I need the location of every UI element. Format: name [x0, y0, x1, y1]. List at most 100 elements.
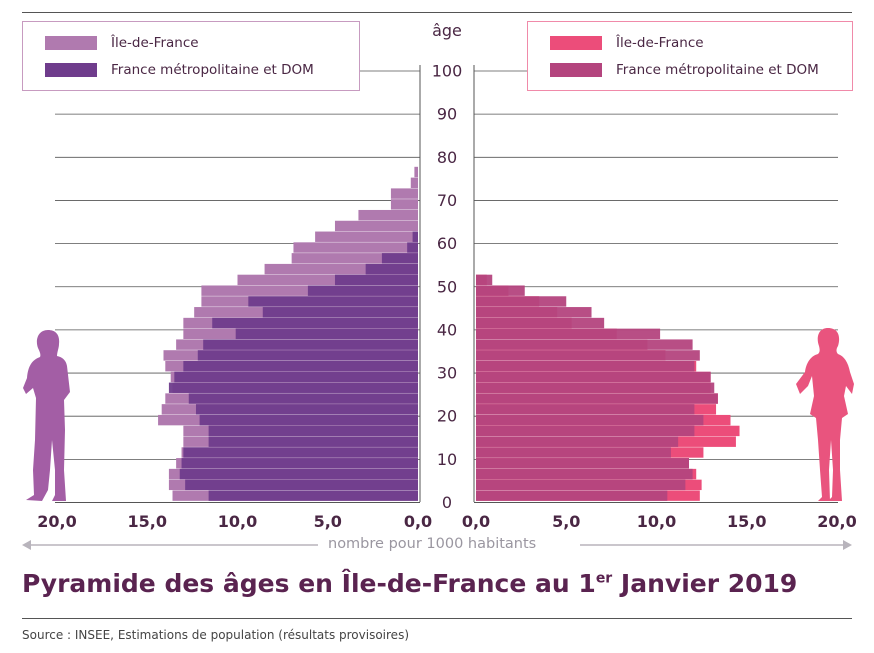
legend-item-women-fr: France métropolitaine et DOM [550, 62, 819, 78]
x-tick-label-left: 5,0 [314, 512, 342, 531]
bar-men-fr [183, 360, 418, 372]
bar-women-fr [476, 404, 695, 415]
source-note: Source : INSEE, Estimations de populatio… [22, 628, 409, 642]
caption-arrow-head-right [843, 540, 852, 550]
bar-men-fr [188, 393, 418, 404]
legend-label-men-fr: France métropolitaine et DOM [111, 62, 314, 78]
legend-women: Île-de-France France métropolitaine et D… [527, 21, 853, 91]
x-tick-label-right: 0,0 [462, 512, 490, 531]
bar-women-fr [476, 285, 525, 296]
bar-women-fr [476, 371, 711, 383]
bar-women-fr [476, 425, 695, 437]
bar-men-fr [168, 382, 418, 393]
x-tick-label-right: 10,0 [637, 512, 676, 531]
bar-women-fr [476, 468, 693, 480]
title-main: Pyramide des âges en Île-de-France au 1 [22, 569, 596, 598]
x-axis-caption: nombre pour 1000 habitants [328, 536, 537, 552]
x-tick-label-right: 15,0 [727, 512, 766, 531]
bottom-separator [22, 618, 852, 619]
bar-men-fr [212, 317, 418, 329]
x-tick-label-left: 20,0 [37, 512, 76, 531]
bar-men-fr [185, 479, 418, 491]
bar-women-fr [476, 360, 695, 372]
bar-men-idf [315, 231, 418, 242]
bar-men-idf [358, 209, 418, 221]
legend-item-women-idf: Île-de-France [550, 35, 704, 51]
bar-women-fr [476, 274, 493, 286]
bar-men-idf [291, 253, 418, 264]
age-tick-label: 50 [437, 277, 457, 296]
bar-men-idf [390, 188, 418, 199]
bar-men-fr [208, 436, 418, 447]
bar-men-fr [412, 231, 418, 242]
bar-men-fr [197, 350, 418, 361]
bar-women-fr [476, 490, 668, 501]
bar-men-idf [410, 177, 418, 189]
age-tick-label: 30 [437, 364, 457, 383]
x-tick-label-left: 15,0 [128, 512, 167, 531]
bar-men-idf [390, 199, 418, 210]
bar-men-fr [183, 447, 418, 458]
title-end: Janvier 2019 [612, 569, 798, 598]
male-silhouette-icon [23, 330, 70, 501]
bar-women-fr [476, 317, 605, 329]
age-tick-label: 70 [437, 191, 457, 210]
female-silhouette-icon [796, 328, 854, 501]
bar-women-fr [476, 296, 567, 307]
age-tick-label: 100 [432, 62, 463, 81]
bar-men-fr [174, 371, 418, 383]
legend-item-men-fr: France métropolitaine et DOM [45, 62, 314, 78]
title-sup: er [595, 570, 613, 587]
bar-men-idf [414, 166, 418, 178]
bar-men-fr [248, 296, 418, 307]
bar-men-fr [334, 274, 418, 286]
bar-men-fr [208, 425, 418, 437]
x-tick-label-left: 0,0 [404, 512, 432, 531]
legend-men: Île-de-France France métropolitaine et D… [22, 21, 360, 91]
bar-women-fr [476, 393, 718, 404]
legend-swatch-women-idf [550, 36, 602, 50]
bar-women-fr [476, 339, 693, 350]
age-tick-label: 40 [437, 320, 457, 339]
x-tick-label-right: 5,0 [552, 512, 580, 531]
age-tick-label: 80 [437, 148, 457, 167]
bar-men-fr [195, 404, 418, 415]
bar-men-fr [381, 253, 418, 264]
bar-women-fr [476, 350, 700, 361]
bar-women-fr [476, 436, 679, 447]
caption-arrow-head-left [22, 540, 31, 550]
age-tick-label: 10 [437, 450, 457, 469]
bar-men-idf [293, 242, 418, 253]
bar-men-fr [208, 490, 418, 501]
bar-men-fr [307, 285, 418, 296]
bar-women-fr [476, 307, 592, 318]
legend-label-women-idf: Île-de-France [616, 35, 704, 51]
bar-men-idf [264, 263, 418, 275]
legend-item-men-idf: Île-de-France [45, 35, 199, 51]
legend-swatch-men-fr [45, 63, 97, 77]
page-title: Pyramide des âges en Île-de-France au 1e… [22, 569, 797, 598]
legend-swatch-men-idf [45, 36, 97, 50]
age-tick-label: 90 [437, 105, 457, 124]
bar-women-fr [476, 458, 689, 469]
bar-women-fr [476, 328, 661, 340]
bar-men-fr [203, 339, 418, 350]
bar-men-fr [365, 263, 418, 275]
x-tick-label-left: 10,0 [218, 512, 257, 531]
age-tick-label: 60 [437, 234, 457, 253]
legend-label-men-idf: Île-de-France [111, 35, 199, 51]
bar-men-fr [179, 468, 418, 480]
legend-swatch-women-fr [550, 63, 602, 77]
bar-men-idf [334, 220, 418, 232]
age-tick-label: 0 [442, 493, 452, 512]
bar-men-fr [181, 458, 418, 469]
x-tick-label-right: 20,0 [817, 512, 856, 531]
age-tick-label: 20 [437, 407, 457, 426]
bar-men-fr [262, 307, 418, 318]
bar-men-idf [237, 274, 418, 286]
bar-men-fr [235, 328, 418, 340]
bar-women-fr [476, 447, 671, 458]
bar-men-fr [199, 414, 418, 426]
legend-label-women-fr: France métropolitaine et DOM [616, 62, 819, 78]
